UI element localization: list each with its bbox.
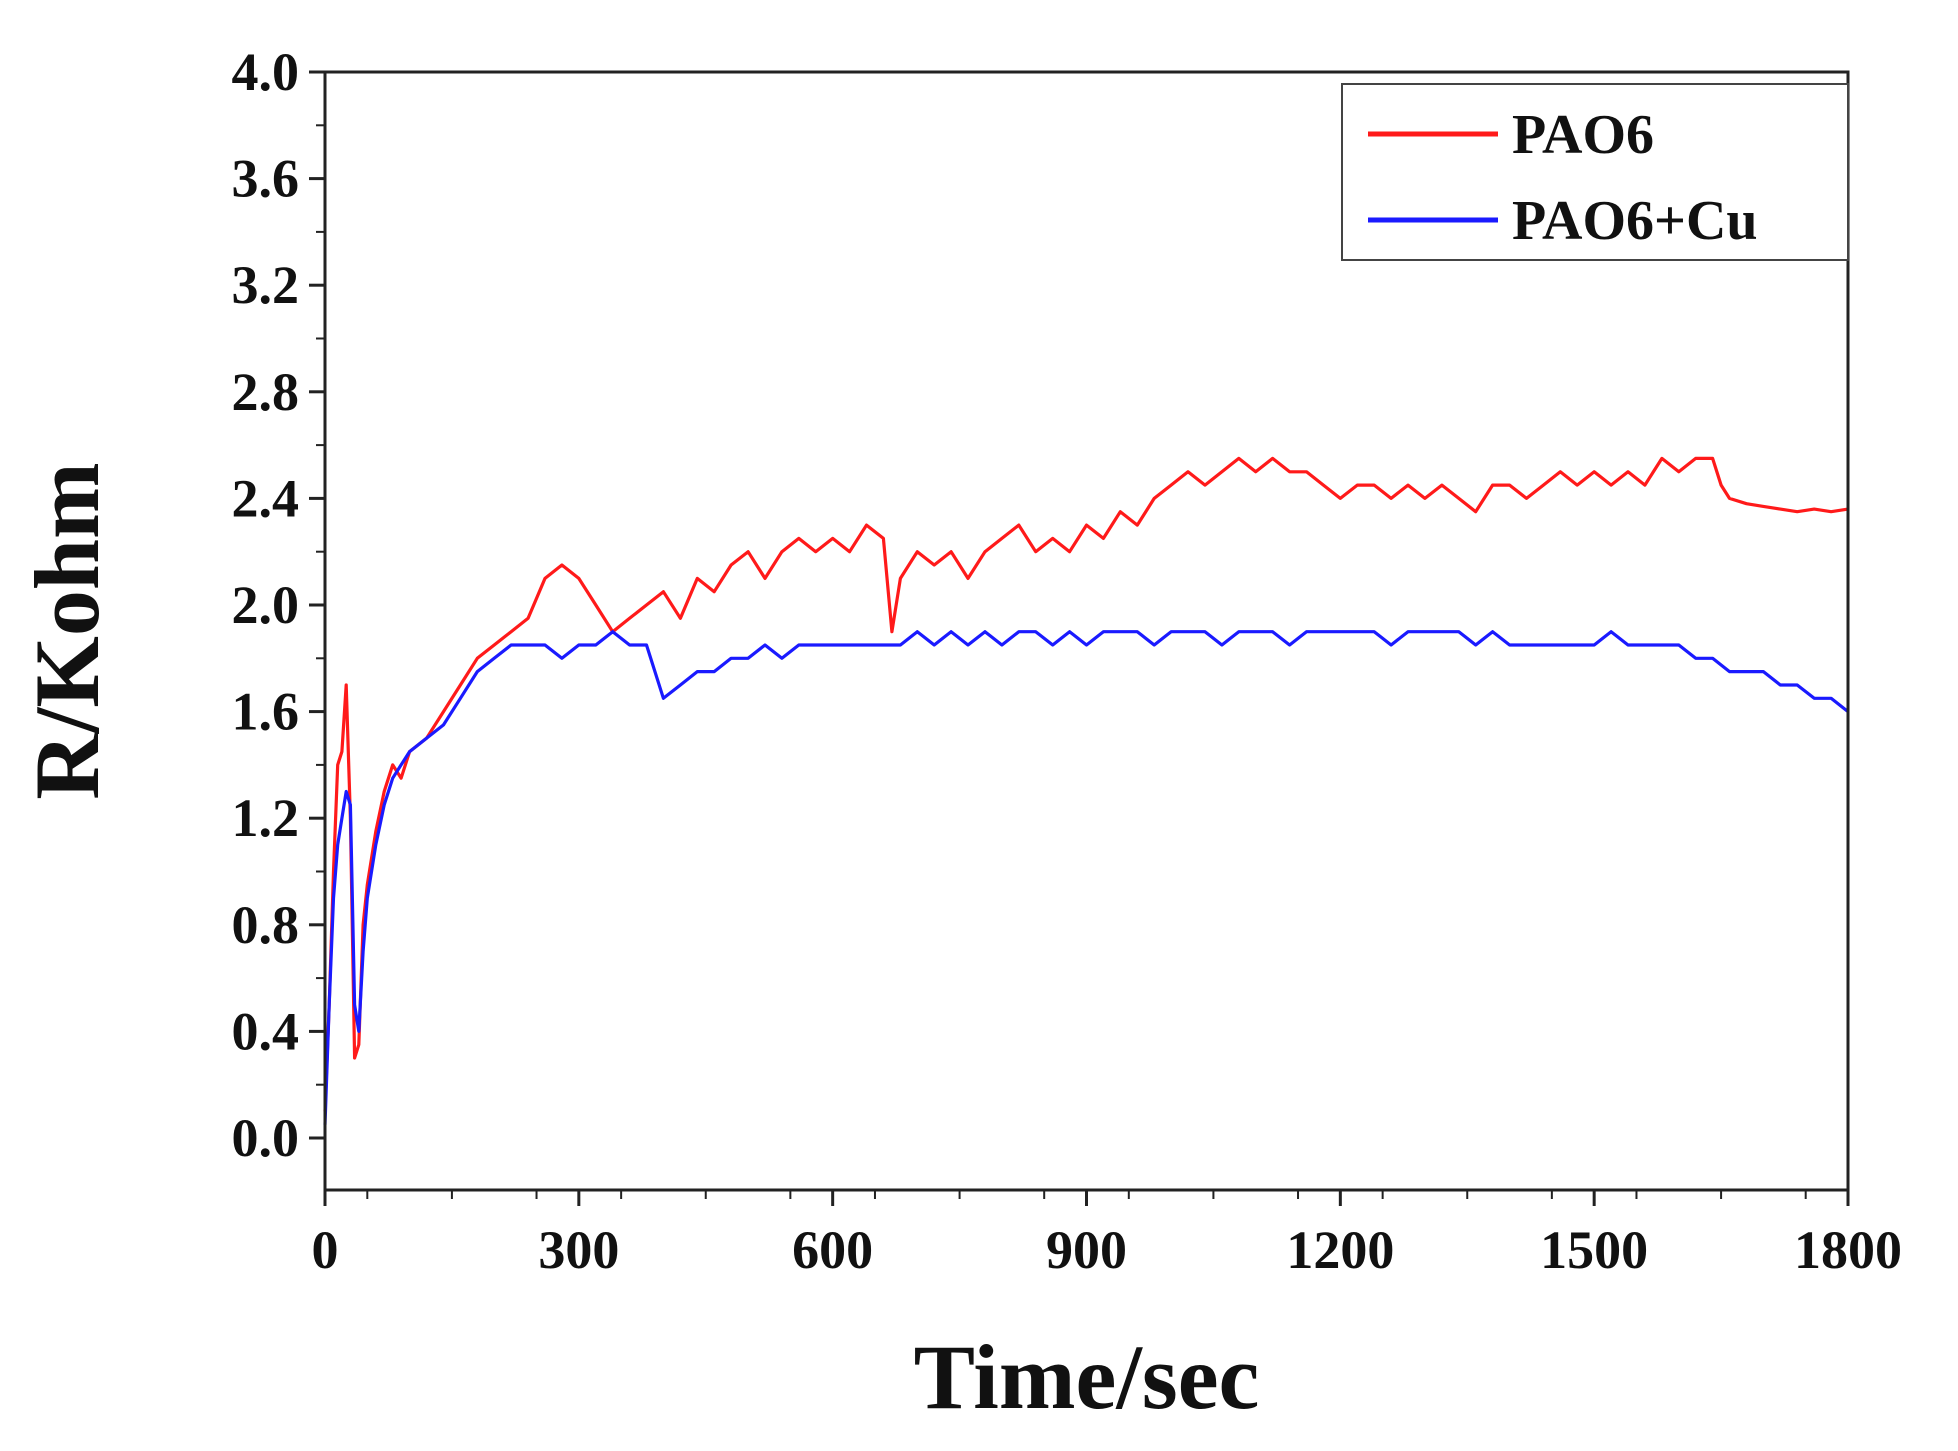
x-axis-title: Time/sec bbox=[914, 1326, 1260, 1428]
legend-label-pao6-cu: PAO6+Cu bbox=[1512, 190, 1758, 252]
x-tick-label: 600 bbox=[792, 1220, 873, 1280]
y-tick-label: 3.2 bbox=[232, 255, 300, 315]
y-tick-label: 2.4 bbox=[232, 468, 300, 528]
x-tick-label: 1200 bbox=[1286, 1220, 1394, 1280]
legend-box bbox=[1341, 83, 1849, 261]
x-tick-label: 0 bbox=[312, 1220, 339, 1280]
series-line-pao6-cu bbox=[323, 630, 1849, 1125]
legend: PAO6 PAO6+Cu bbox=[1341, 83, 1849, 261]
y-tick-label: 2.8 bbox=[232, 362, 300, 422]
y-axis-title: R/Kohm bbox=[16, 462, 118, 799]
x-axis-tick-labels: 0 300 600 900 1200 1500 1800 bbox=[312, 1220, 1903, 1280]
legend-label-pao6: PAO6 bbox=[1512, 104, 1654, 166]
series-line-pao6 bbox=[323, 456, 1849, 1112]
y-axis-tick-labels: 0.0 0.4 0.8 1.2 1.6 2.0 2.4 2.8 3.2 3.6 4.0 bbox=[232, 42, 300, 1168]
y-tick-label: 2.0 bbox=[232, 575, 300, 635]
y-tick-label: 3.6 bbox=[232, 149, 300, 209]
y-tick-label: 1.2 bbox=[232, 788, 300, 848]
y-tick-label: 0.0 bbox=[232, 1108, 300, 1168]
y-tick-label: 1.6 bbox=[232, 682, 300, 742]
tick-marks bbox=[309, 70, 1850, 1206]
y-tick-label: 0.4 bbox=[232, 1001, 300, 1061]
x-tick-label: 1500 bbox=[1540, 1220, 1648, 1280]
x-tick-label: 900 bbox=[1046, 1220, 1127, 1280]
x-tick-label: 300 bbox=[538, 1220, 619, 1280]
y-tick-label: 0.8 bbox=[232, 895, 300, 955]
series-layer bbox=[323, 456, 1849, 1125]
x-tick-label: 1800 bbox=[1794, 1220, 1902, 1280]
y-tick-label: 4.0 bbox=[232, 42, 300, 102]
